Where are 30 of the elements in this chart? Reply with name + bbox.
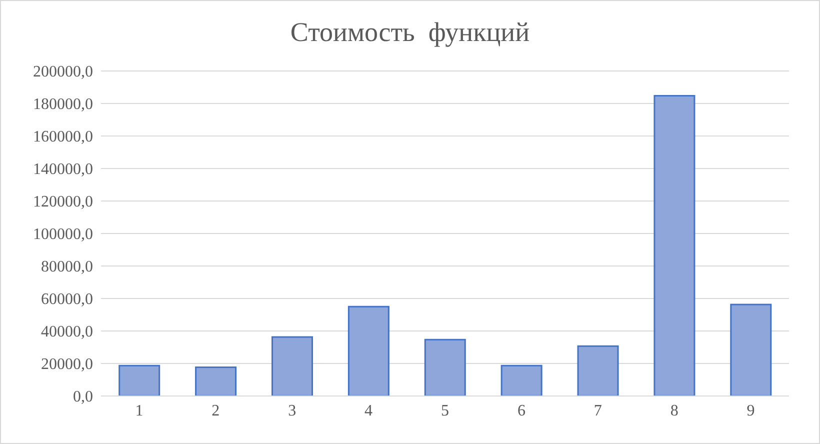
chart-title: Стоимость функций	[289, 17, 531, 48]
y-tick-label: 180000,0	[33, 96, 93, 114]
y-tick-label: 0,0	[73, 388, 93, 406]
y-tick-label: 120000,0	[33, 194, 93, 211]
y-tick-label: 100000,0	[33, 226, 93, 244]
bar	[271, 336, 313, 396]
x-tick-label: 5	[441, 402, 449, 420]
bar	[730, 304, 772, 396]
y-tick-label: 200000,0	[33, 64, 93, 81]
x-tick-label: 1	[135, 402, 144, 420]
y-tick-label: 60000,0	[41, 291, 93, 308]
bar	[118, 364, 160, 396]
x-tick-label: 2	[212, 402, 220, 420]
bar	[424, 338, 466, 396]
y-tick-label: 80000,0	[41, 258, 93, 276]
x-tick-label: 9	[746, 402, 755, 420]
bar	[654, 94, 696, 396]
y-tick-label: 20000,0	[41, 356, 93, 374]
x-tick-label: 4	[364, 402, 373, 420]
x-tick-label: 3	[288, 402, 296, 420]
y-tick-label: 140000,0	[33, 161, 93, 178]
y-tick-label: 40000,0	[41, 324, 93, 341]
x-tick-label: 8	[670, 402, 678, 420]
y-tick-label: 160000,0	[33, 128, 93, 146]
bar	[500, 364, 542, 396]
bar	[577, 345, 619, 396]
bar	[348, 306, 390, 396]
bar	[195, 366, 237, 396]
x-tick-label: 7	[594, 402, 602, 420]
x-tick-label: 6	[517, 402, 526, 420]
